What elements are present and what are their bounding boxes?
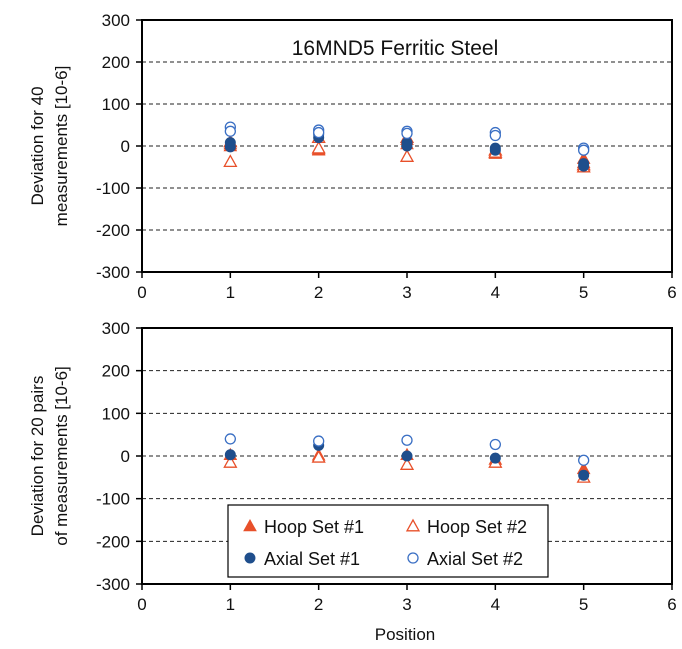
series-hoop-set-2-point-0 bbox=[223, 455, 238, 468]
series-axial-set-2-point-5 bbox=[401, 127, 413, 140]
series-axial-set-1-point-1 bbox=[224, 141, 236, 153]
x-tick-label: 2 bbox=[314, 595, 323, 614]
x-axis-label: Position bbox=[375, 625, 435, 644]
legend: Hoop Set #1 Hoop Set #2 Axial Set #1 Axial … bbox=[227, 504, 549, 578]
series-axial-set-2-point-4 bbox=[578, 454, 590, 466]
legend-entry-hoop-set-1-marker-point-0 bbox=[243, 518, 257, 532]
bottom-chart-x-ticks: 0 1 2 3 4 5 6 bbox=[137, 584, 677, 614]
y-tick-label: -300 bbox=[96, 575, 130, 594]
bottom-chart-y-label-line-1: Deviation for 20 pairs bbox=[28, 376, 47, 537]
legend-entry-hoop-set-1: Hoop Set #1 bbox=[243, 517, 364, 537]
y-tick-label: 0 bbox=[121, 137, 130, 156]
series-hoop-set-2-point-5 bbox=[399, 149, 415, 162]
y-tick-label: 200 bbox=[102, 362, 130, 381]
x-tick-label: 4 bbox=[491, 595, 500, 614]
series-axial-set-2 bbox=[224, 433, 590, 466]
series-axial-set-2-point-1 bbox=[224, 125, 236, 137]
y-tick-label: -100 bbox=[96, 490, 130, 509]
legend-entry-axial-set-2: Axial Set #2 bbox=[407, 549, 523, 569]
series-axial-set-2-point-0 bbox=[224, 433, 236, 445]
legend-entry-hoop-set-2: Hoop Set #2 bbox=[405, 517, 527, 537]
legend-entry-axial-set-2-marker-point-0 bbox=[407, 552, 419, 564]
x-tick-label: 5 bbox=[579, 283, 588, 302]
top-chart-x-ticks: 0 1 2 3 4 5 6 bbox=[137, 272, 677, 302]
y-tick-label: 100 bbox=[102, 95, 130, 114]
series-axial-set-1-point-3 bbox=[489, 452, 501, 464]
y-tick-label: -200 bbox=[96, 532, 130, 551]
y-tick-label: 300 bbox=[102, 319, 130, 338]
y-tick-label: -200 bbox=[96, 221, 130, 240]
series-axial-set-1-point-0 bbox=[224, 449, 236, 461]
legend-entry-hoop-set-2-marker-point-0 bbox=[405, 518, 421, 532]
x-tick-label: 2 bbox=[314, 283, 323, 302]
x-tick-label: 0 bbox=[137, 283, 146, 302]
legend-entry-axial-set-1-marker-point-0 bbox=[244, 552, 256, 564]
y-tick-label: -100 bbox=[96, 179, 130, 198]
y-tick-label: 0 bbox=[121, 447, 130, 466]
series-axial-set-2-point-3 bbox=[313, 126, 325, 139]
series-axial-set-1-point-2 bbox=[401, 450, 413, 462]
series-axial-set-1-point-5 bbox=[401, 140, 413, 152]
series-axial-set-2-point-1 bbox=[313, 435, 325, 447]
x-tick-label: 1 bbox=[226, 283, 235, 302]
series-axial-set-1-point-7 bbox=[489, 144, 501, 156]
x-tick-label: 3 bbox=[402, 595, 411, 614]
bottom-chart-y-label-line-2: of measurements [10-6] bbox=[52, 366, 71, 546]
top-chart-y-label-line-2: measurements [10-6] bbox=[52, 66, 71, 227]
x-tick-label: 6 bbox=[667, 283, 676, 302]
x-tick-label: 4 bbox=[491, 283, 500, 302]
y-tick-label: -300 bbox=[96, 263, 130, 282]
top-chart-markers bbox=[223, 121, 591, 173]
bottom-chart-y-ticks: 300 200 100 0 -100 -200 -300 bbox=[96, 319, 142, 594]
legend-box bbox=[227, 504, 549, 578]
x-tick-label: 3 bbox=[402, 283, 411, 302]
legend-entry-axial-set-2-label: Axial Set #2 bbox=[427, 549, 523, 569]
series-hoop-set-2-point-3 bbox=[311, 140, 326, 154]
series-axial-set-2-point-9 bbox=[578, 144, 590, 156]
top-chart-y-ticks: 300 200 100 0 -100 -200 -300 bbox=[96, 11, 142, 282]
legend-entry-axial-set-1-label: Axial Set #1 bbox=[264, 549, 360, 569]
x-tick-label: 5 bbox=[579, 595, 588, 614]
series-axial-set-1 bbox=[224, 439, 590, 481]
bottom-chart: 300 200 100 0 -100 -200 -300 0 1 2 3 4 5 6 Deviation… bbox=[28, 319, 677, 644]
legend-entry-hoop-set-2-label: Hoop Set #2 bbox=[427, 517, 527, 537]
y-tick-label: 100 bbox=[102, 404, 130, 423]
x-tick-label: 0 bbox=[137, 595, 146, 614]
series-axial-set-1-point-9 bbox=[578, 160, 590, 172]
series-axial-set-2-point-7 bbox=[489, 129, 501, 142]
x-tick-label: 1 bbox=[226, 595, 235, 614]
legend-entry-axial-set-1: Axial Set #1 bbox=[244, 549, 360, 569]
series-axial-set-2 bbox=[224, 121, 590, 156]
x-tick-label: 6 bbox=[667, 595, 676, 614]
series-axial-set-2-point-3 bbox=[489, 438, 501, 451]
chart-title: 16MND5 Ferritic Steel bbox=[292, 37, 499, 60]
bottom-chart-markers bbox=[223, 433, 591, 483]
series-hoop-set-2-point-1 bbox=[311, 449, 326, 463]
top-chart: 300 200 100 0 -100 -200 -300 0 1 2 3 4 5 6 16MND5 Fe… bbox=[28, 11, 677, 302]
y-tick-label: 200 bbox=[102, 53, 130, 72]
legend-entry-hoop-set-1-label: Hoop Set #1 bbox=[264, 517, 364, 537]
series-hoop-set-2-point-2 bbox=[399, 457, 415, 470]
y-tick-label: 300 bbox=[102, 11, 130, 30]
series-hoop-set-2-point-1 bbox=[223, 154, 238, 167]
top-chart-y-label-line-1: Deviation for 40 bbox=[28, 86, 47, 205]
series-axial-set-1-point-4 bbox=[578, 469, 590, 481]
series-axial-set-2-point-2 bbox=[401, 434, 413, 446]
